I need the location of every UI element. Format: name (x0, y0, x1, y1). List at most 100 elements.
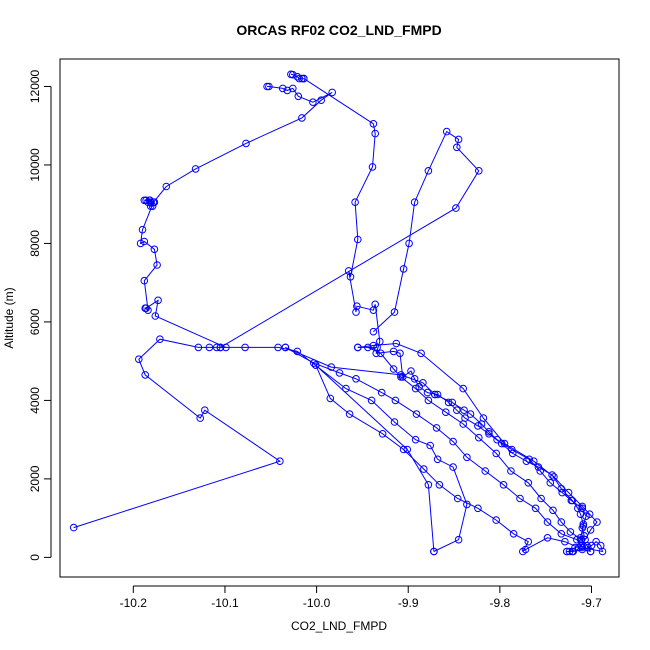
data-point (399, 265, 408, 273)
y-tick-label: 8000 (28, 230, 42, 257)
data-point (276, 457, 284, 466)
series-line (357, 342, 598, 552)
chart-title: ORCAS RF02 CO2_LND_FMPD (236, 22, 441, 38)
data-point (216, 343, 225, 352)
data-point (411, 384, 420, 393)
data-point (364, 343, 372, 352)
data-point (377, 388, 386, 397)
data-point (148, 202, 157, 210)
data-point (543, 518, 552, 526)
data-point (407, 367, 415, 375)
data-point (144, 198, 152, 206)
y-axis: 0 2000 4000 6000 8000 10000 12000 (28, 69, 52, 561)
data-point (492, 449, 501, 458)
x-axis-label: CO2_LND_FMPD (291, 619, 387, 633)
data-point (463, 453, 471, 462)
data-point (241, 343, 249, 352)
data-point (586, 526, 595, 534)
data-point (536, 467, 545, 475)
data-point (508, 445, 516, 454)
data-point (135, 355, 143, 364)
data-point (525, 455, 534, 464)
series-line (220, 346, 468, 552)
data-point (593, 518, 601, 526)
data-point (397, 371, 405, 379)
data-point (508, 449, 517, 458)
data-point (582, 512, 590, 521)
data-point (212, 343, 221, 352)
x-tick-label: -10.0 (303, 596, 331, 610)
data-point (474, 422, 482, 430)
data-point (368, 163, 377, 171)
data-point (477, 420, 486, 428)
data-point (410, 375, 419, 383)
data-point (311, 361, 320, 369)
x-tick-label: -10.1 (211, 596, 239, 610)
data-point (295, 74, 304, 83)
data-point (144, 306, 152, 315)
data-point (205, 343, 214, 352)
data-point (534, 463, 543, 471)
data-point (449, 437, 457, 446)
data-point (548, 471, 556, 479)
data-point (162, 182, 171, 191)
data-point (423, 388, 432, 397)
data-point (310, 359, 318, 367)
data-point (578, 504, 587, 513)
data-point (150, 245, 159, 254)
data-point (585, 510, 594, 519)
data-point (485, 428, 493, 436)
data-point (354, 235, 362, 244)
data-point (449, 463, 457, 471)
data-point (376, 349, 385, 358)
y-tick-label: 0 (28, 554, 42, 561)
data-point (432, 424, 441, 432)
data-points (69, 70, 607, 556)
data-point (352, 375, 360, 383)
data-point (352, 308, 360, 316)
data-point (598, 547, 607, 556)
y-tick-label: 12000 (28, 69, 42, 103)
x-tick-label: -10.2 (120, 596, 148, 610)
data-point (433, 390, 442, 399)
data-point (460, 406, 468, 415)
data-point (136, 239, 145, 248)
data-point (546, 479, 555, 487)
data-point (574, 543, 583, 552)
data-point (344, 267, 353, 275)
data-point (420, 465, 428, 473)
data-point (69, 523, 78, 532)
data-point (493, 435, 501, 444)
data-point (390, 308, 399, 316)
y-tick-label: 2000 (28, 465, 42, 492)
data-point (524, 479, 533, 487)
data-point (342, 384, 350, 393)
data-point (326, 394, 335, 403)
data-point (475, 433, 483, 442)
data-point (263, 82, 271, 91)
data-point (278, 84, 287, 93)
series-line (315, 364, 435, 552)
data-point (142, 196, 150, 205)
data-point (530, 457, 538, 466)
data-point (417, 349, 425, 358)
data-point (369, 327, 378, 336)
data-point (396, 349, 404, 358)
data-point (492, 516, 501, 524)
data-point (410, 198, 419, 206)
data-point (293, 347, 302, 356)
data-point (389, 365, 398, 373)
data-point (354, 343, 362, 352)
data-point (500, 439, 509, 448)
data-point (583, 541, 591, 550)
data-point (405, 239, 413, 248)
data-point (485, 430, 493, 438)
y-tick-label: 6000 (28, 308, 42, 335)
data-point (390, 418, 399, 426)
data-point (509, 530, 518, 538)
data-point (566, 528, 575, 536)
data-point (327, 363, 336, 371)
data-point (550, 473, 558, 481)
data-point (516, 494, 524, 503)
data-point (141, 371, 149, 379)
